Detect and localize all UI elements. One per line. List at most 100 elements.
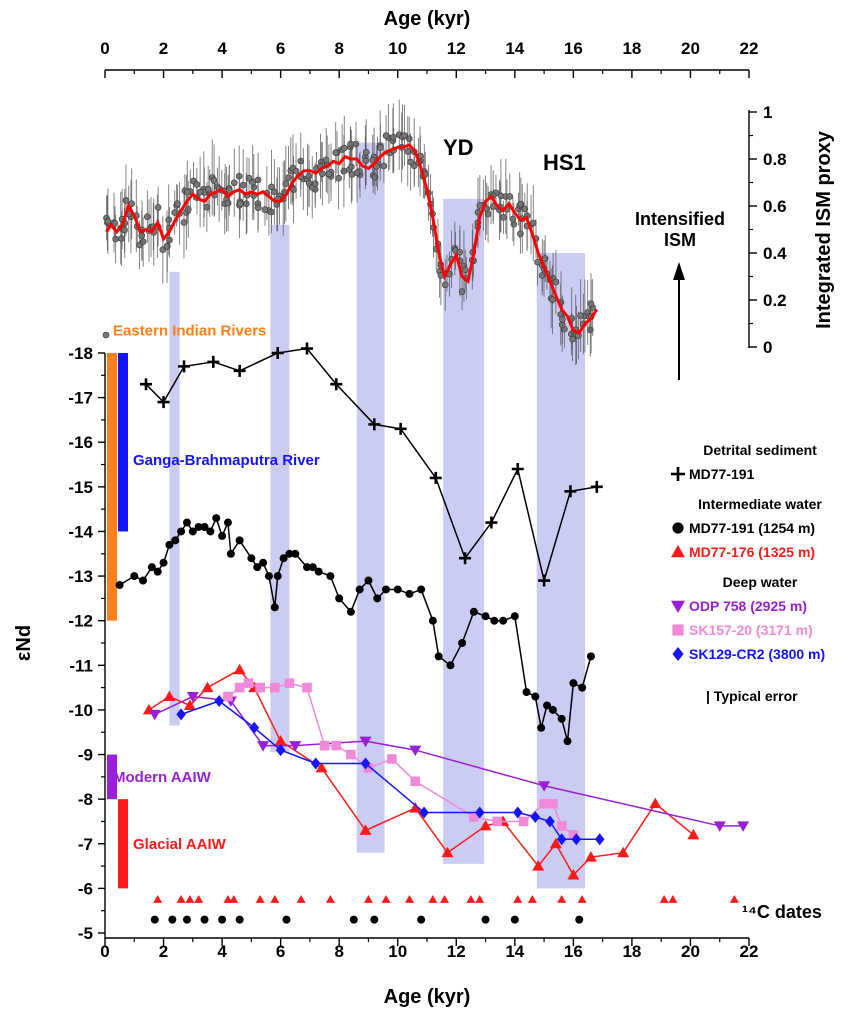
ism-data-point xyxy=(484,210,492,218)
right-y-tick-label: 0.6 xyxy=(763,197,787,216)
nd-data-point xyxy=(409,745,422,757)
nd-data-point xyxy=(355,585,364,594)
left-y-axis-title: εNd xyxy=(13,625,35,661)
nd-data-point xyxy=(226,549,235,558)
nd-data-point xyxy=(285,549,294,558)
shaded-band xyxy=(443,198,485,864)
nd-data-point xyxy=(567,869,580,880)
nd-data-point xyxy=(235,536,244,545)
c14-date-marker xyxy=(185,895,195,903)
nd-data-point xyxy=(571,833,582,846)
ism-data-point xyxy=(577,312,584,319)
nd-data-point xyxy=(326,572,335,581)
reference-bar-label: Glacial AAIW xyxy=(133,836,227,853)
legend-heading: Deep water xyxy=(723,574,798,590)
nd-data-point xyxy=(249,721,260,734)
nd-data-point xyxy=(510,612,519,621)
c14-date-marker xyxy=(296,895,306,903)
ism-data-point xyxy=(353,169,361,176)
nd-data-point xyxy=(330,378,343,391)
c14-date-marker xyxy=(349,915,358,924)
ism-data-point xyxy=(332,149,340,156)
ism-data-point xyxy=(362,148,370,156)
legend-heading: Intermediate water xyxy=(698,496,822,512)
c14-date-marker xyxy=(428,895,438,903)
bottom-x-tick-label: 14 xyxy=(505,942,524,961)
ism-data-point xyxy=(529,219,537,227)
c14-date-marker xyxy=(229,895,239,903)
bottom-x-tick-label: 12 xyxy=(447,942,466,961)
nd-data-point xyxy=(594,833,605,846)
top-x-tick-label: 18 xyxy=(622,39,641,58)
reference-bar-label: Modern AAIW xyxy=(113,769,212,786)
nd-data-point xyxy=(218,531,227,540)
bottom-x-tick-label: 22 xyxy=(740,942,759,961)
nd-data-point xyxy=(206,527,215,536)
nd-data-point xyxy=(148,709,161,721)
ism-data-point xyxy=(184,206,192,213)
ism-data-point xyxy=(230,179,238,187)
shaded-band xyxy=(270,224,290,753)
ism-data-point xyxy=(139,238,147,245)
ism-data-point xyxy=(292,167,300,175)
c14-date-marker xyxy=(557,895,567,903)
nd-data-point xyxy=(538,781,551,792)
nd-data-point xyxy=(346,749,356,760)
c14-date-marker xyxy=(440,895,450,903)
ism-data-point xyxy=(122,197,130,204)
nd-data-point xyxy=(479,819,492,831)
ism-data-point xyxy=(348,163,355,171)
nd-data-point xyxy=(302,563,311,572)
right-y-tick-label: 0.4 xyxy=(763,244,787,263)
top-x-tick-label: 8 xyxy=(334,39,343,58)
left-y-tick-label: -13 xyxy=(68,567,93,586)
ism-data-point xyxy=(510,221,518,228)
legend-item-label: MD77-191 (1254 m) xyxy=(689,520,815,536)
nd-data-point xyxy=(617,846,630,858)
nd-data-point xyxy=(474,806,485,819)
ism-proxy-curve xyxy=(102,99,599,366)
c14-date-marker xyxy=(370,915,379,924)
left-y-tick-label: -10 xyxy=(68,701,93,720)
legend-item-label: MD77-191 xyxy=(689,466,755,482)
c14-date-marker xyxy=(255,895,265,903)
nd-data-point xyxy=(335,594,344,603)
bottom-x-axis-title: Age (kyr) xyxy=(384,986,471,1008)
top-x-tick-label: 6 xyxy=(276,39,285,58)
nd-data-point xyxy=(233,663,246,675)
right-y-tick-label: 0.2 xyxy=(763,291,787,310)
nd-data-point xyxy=(419,806,429,819)
top-x-tick-label: 12 xyxy=(447,39,466,58)
nd-data-point xyxy=(492,816,503,827)
ism-data-point xyxy=(204,185,212,193)
nd-data-point xyxy=(537,723,546,732)
nd-data-point xyxy=(279,554,288,563)
reference-bar xyxy=(118,799,128,889)
nd-data-point xyxy=(115,581,124,589)
bottom-x-tick-label: 20 xyxy=(681,942,700,961)
ism-data-point xyxy=(559,316,566,323)
nd-data-point xyxy=(182,518,191,527)
ism-data-point xyxy=(319,170,326,177)
right-y-tick-label: 0 xyxy=(763,338,772,357)
nd-data-point xyxy=(259,558,268,567)
reference-bars: Eastern Indian Rivers Ganga-Brahmaputra R… xyxy=(107,323,320,889)
nd-data-point xyxy=(481,612,490,621)
top-x-tick-label: 20 xyxy=(681,39,700,58)
left-y-tick-label: -14 xyxy=(68,522,93,541)
nd-data-point xyxy=(274,735,287,746)
nd-data-point xyxy=(446,661,455,670)
nd-data-point xyxy=(458,639,467,647)
nd-data-point xyxy=(300,342,313,355)
c14-date-marker xyxy=(417,915,426,924)
nd-data-point xyxy=(157,396,170,409)
ism-data-point xyxy=(111,219,119,227)
nd-data-point xyxy=(359,736,372,748)
c14-date-marker xyxy=(218,915,227,924)
nd-data-point xyxy=(393,585,402,594)
nd-data-point xyxy=(522,688,531,697)
right-y-tick-label: 1 xyxy=(763,103,772,122)
left-y-tick-label: -16 xyxy=(68,433,93,452)
nd-data-point xyxy=(291,549,300,558)
reference-bar xyxy=(107,353,117,621)
